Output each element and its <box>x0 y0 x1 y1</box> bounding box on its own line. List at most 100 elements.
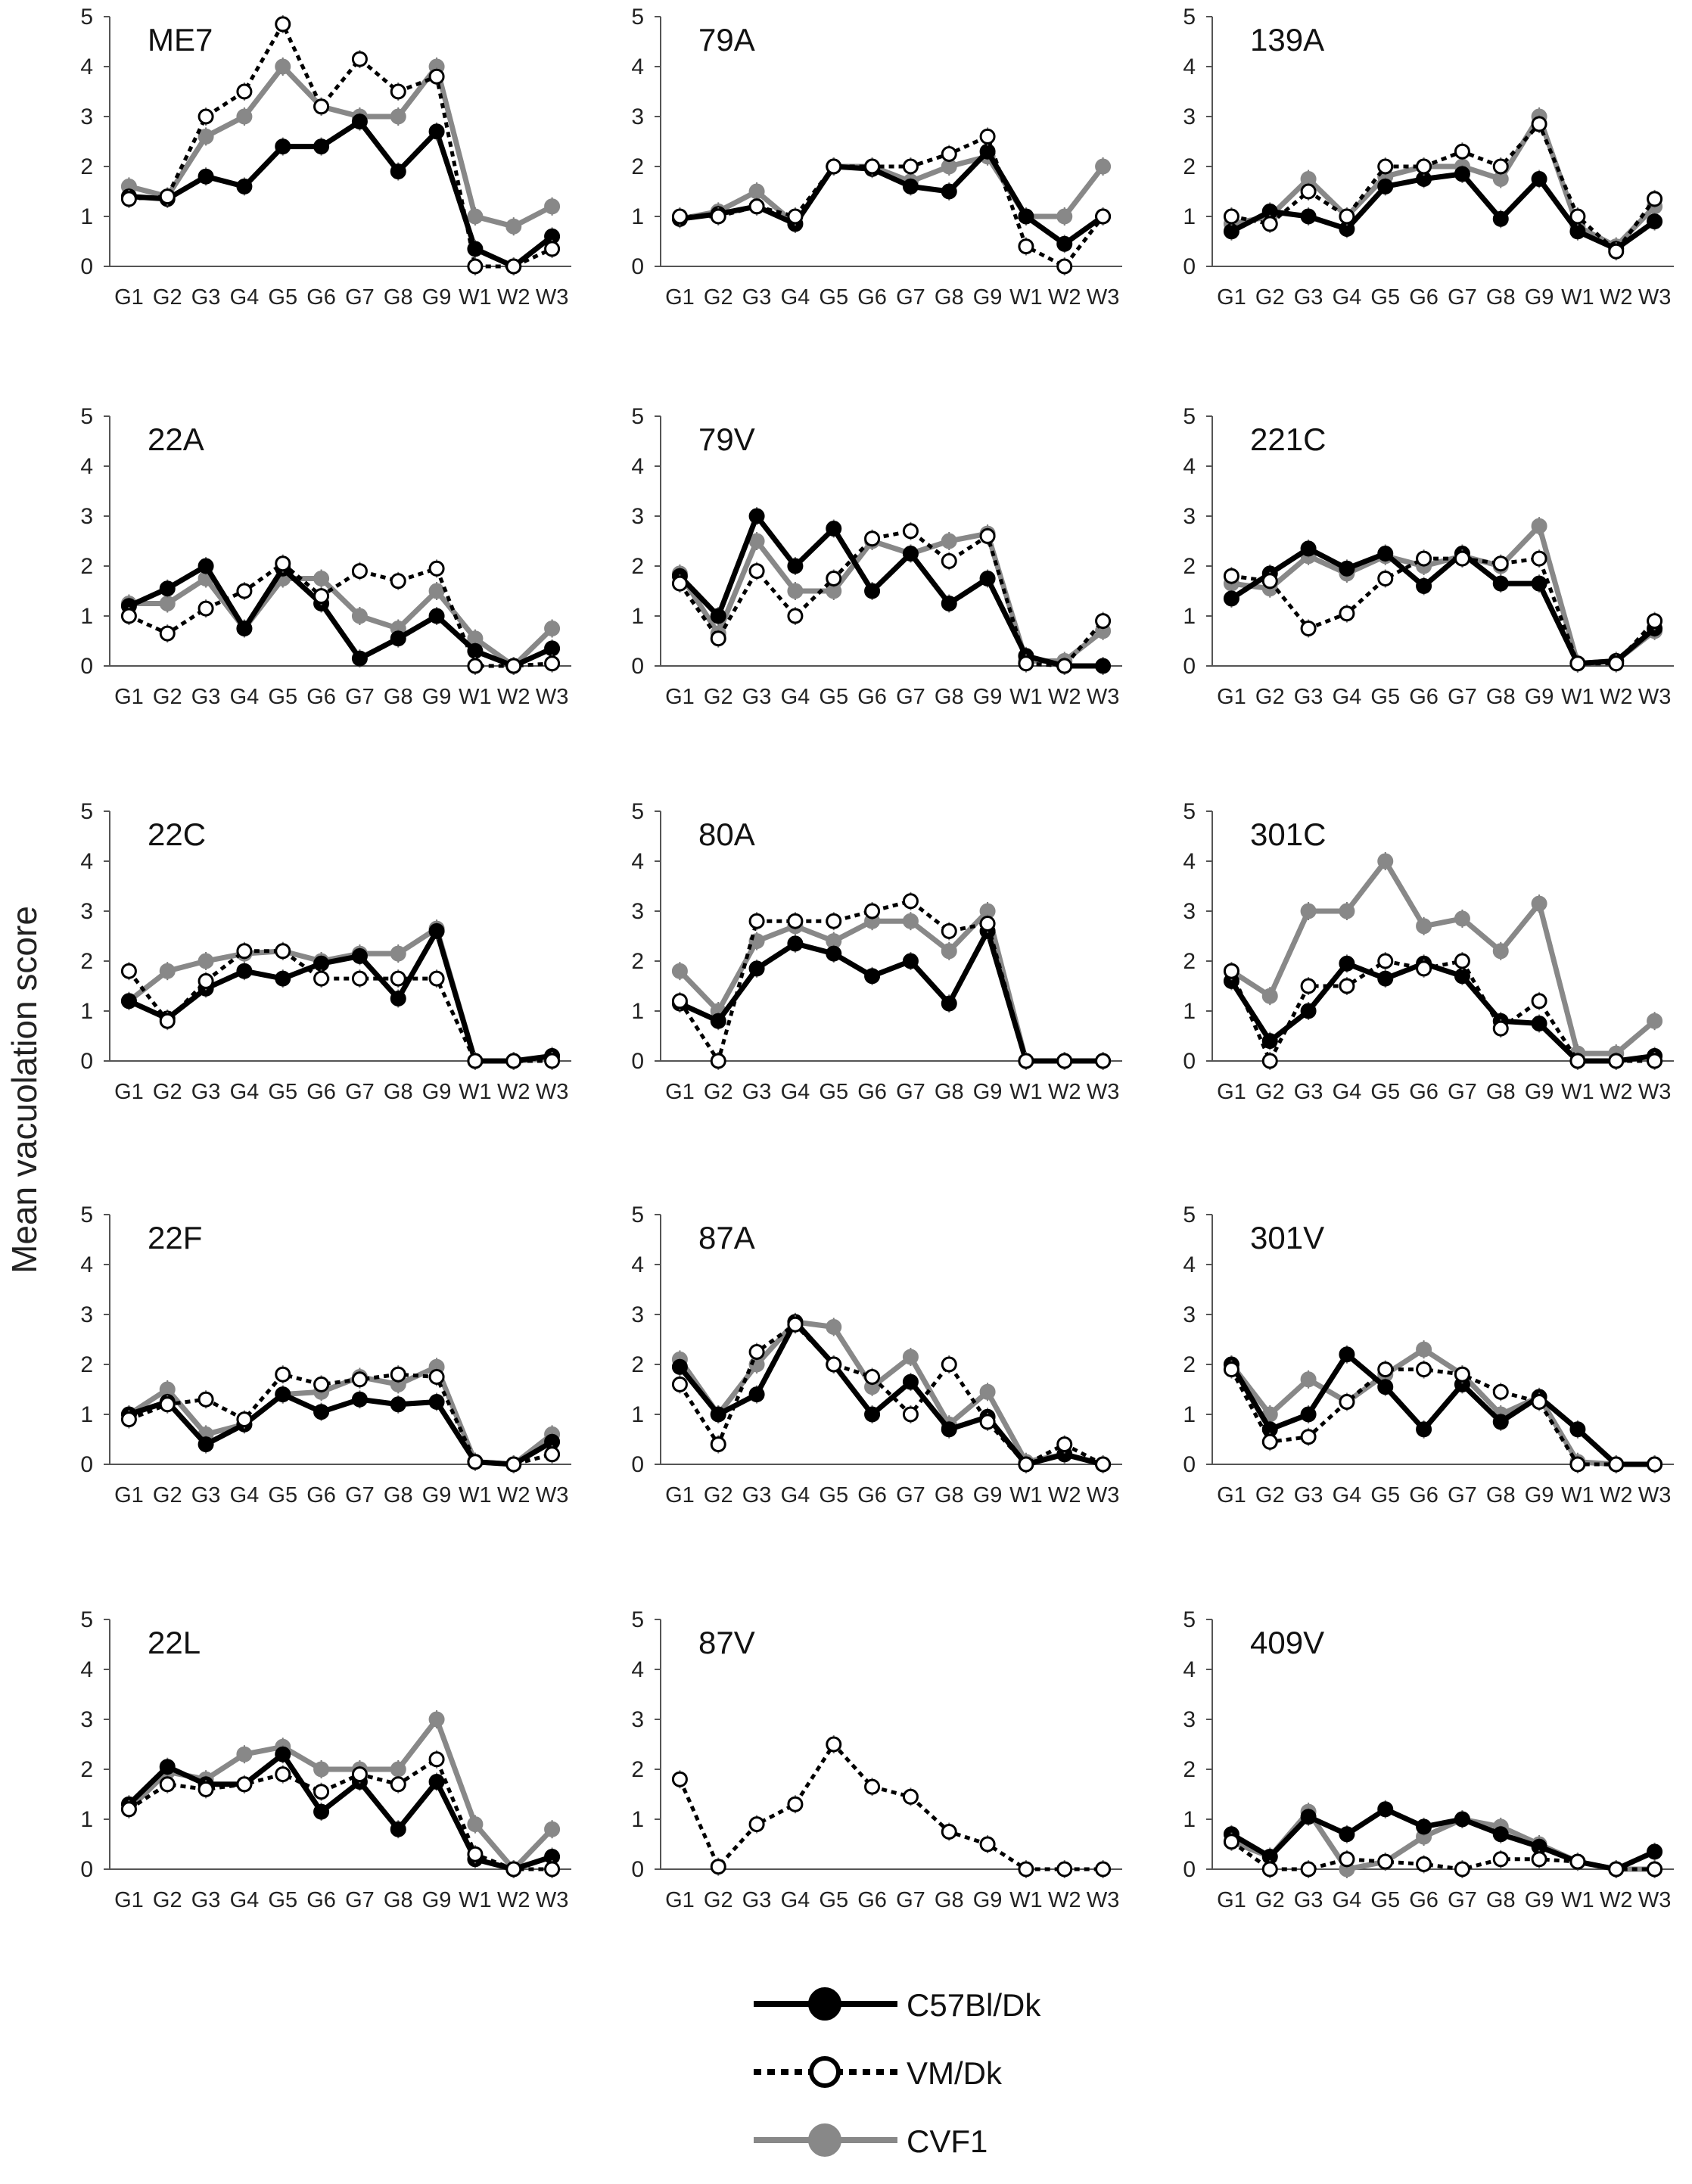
x-tick-label: G6 <box>857 1483 887 1507</box>
x-tick-label: G2 <box>1255 685 1285 709</box>
x-tick-label: W3 <box>1638 1888 1672 1912</box>
x-tick-label: W3 <box>536 285 569 310</box>
y-tick-label: 0 <box>1183 254 1196 279</box>
x-tick-label: W1 <box>1561 1483 1594 1507</box>
y-tick-label: 4 <box>80 1252 93 1277</box>
data-point <box>1223 590 1239 607</box>
data-point <box>979 1414 996 1430</box>
legend-item-c57bl: C57Bl/Dk <box>749 1981 1143 2027</box>
series-line <box>127 928 553 1064</box>
series-line <box>678 1742 1103 1871</box>
x-tick-label: G7 <box>1448 1080 1477 1104</box>
x-tick-label: G8 <box>935 685 964 709</box>
data-point <box>864 158 881 175</box>
data-point <box>941 995 957 1012</box>
data-point <box>671 208 688 225</box>
data-point <box>428 123 445 140</box>
x-tick-label: G3 <box>742 285 772 310</box>
data-point <box>1454 953 1470 969</box>
y-tick-label: 0 <box>80 1857 93 1882</box>
data-point <box>236 1746 253 1762</box>
x-tick-label: G7 <box>345 1483 375 1507</box>
series-cvf1 <box>120 58 561 236</box>
y-tick-label: 2 <box>1183 949 1196 974</box>
data-point <box>979 527 996 544</box>
y-tick-label: 3 <box>1183 1302 1196 1327</box>
data-point <box>120 1411 137 1428</box>
data-point <box>941 183 957 200</box>
panel-title: 22C <box>148 817 206 852</box>
data-point <box>390 991 406 1006</box>
x-tick-label: G2 <box>1255 1483 1285 1507</box>
data-point <box>313 98 330 115</box>
y-tick-label: 5 <box>1183 1202 1196 1227</box>
x-tick-label: G1 <box>665 685 695 709</box>
series-line <box>1230 171 1656 252</box>
data-point <box>941 1421 957 1438</box>
series-vm-dk <box>120 14 561 275</box>
x-tick-label: W3 <box>536 685 569 709</box>
data-point <box>1492 1826 1509 1843</box>
data-point <box>390 83 406 100</box>
data-point <box>1300 1429 1317 1445</box>
data-point <box>236 963 253 979</box>
data-point <box>544 655 561 672</box>
x-tick-label: G9 <box>1525 1888 1554 1912</box>
data-point <box>1569 1456 1586 1473</box>
panel-title: 87V <box>698 1625 755 1660</box>
y-tick-label: 2 <box>631 1757 644 1782</box>
data-point <box>1531 171 1547 187</box>
data-point <box>428 608 445 624</box>
x-tick-label: W2 <box>497 1483 530 1507</box>
series-c57bl-dk <box>120 112 561 275</box>
data-point <box>1416 960 1432 977</box>
data-point <box>864 1406 881 1423</box>
y-tick-label: 5 <box>1183 5 1196 30</box>
y-tick-label: 5 <box>1183 799 1196 824</box>
x-tick-label: W3 <box>1638 685 1672 709</box>
x-tick-label: G7 <box>1448 685 1477 709</box>
data-point <box>1454 550 1470 567</box>
series-line <box>129 576 555 669</box>
panel-22a: 0 1 2 3 4 5 G1 G2 G3 G4 G5 G6 G7 G8 G9 W1 W2 W3 22A <box>80 404 571 709</box>
series-line <box>127 949 552 1063</box>
x-tick-label: G5 <box>819 1483 848 1507</box>
data-point <box>275 970 291 987</box>
panel-title: 22F <box>148 1220 202 1255</box>
x-tick-label: G2 <box>153 685 182 709</box>
series-c57bl-dk <box>120 1745 561 1878</box>
data-point <box>1531 116 1547 132</box>
data-point <box>826 1319 842 1335</box>
series-line <box>1231 556 1656 666</box>
data-point <box>1261 216 1278 232</box>
data-point <box>544 1821 561 1837</box>
data-point <box>1492 555 1509 572</box>
x-tick-label: G7 <box>896 1080 925 1104</box>
y-tick-label: 3 <box>80 899 93 924</box>
x-tick-label: G1 <box>1217 685 1246 709</box>
data-point <box>159 1013 176 1029</box>
y-tick-label: 3 <box>80 104 93 129</box>
data-point <box>275 943 291 960</box>
data-point <box>787 583 804 599</box>
x-tick-label: G2 <box>704 285 733 310</box>
legend-swatch-c57bl <box>754 1987 897 2021</box>
data-point <box>1300 1406 1317 1423</box>
x-tick-label: G8 <box>1486 1888 1516 1912</box>
data-point <box>1377 853 1394 870</box>
x-tick-label: W3 <box>1087 285 1120 310</box>
data-point <box>748 1816 765 1833</box>
panel-title: 79A <box>698 22 755 58</box>
data-point <box>1056 208 1073 225</box>
data-point <box>351 947 368 964</box>
x-tick-label: G8 <box>384 285 413 310</box>
x-tick-label: G9 <box>973 1888 1003 1912</box>
data-point <box>351 608 368 624</box>
data-point <box>1300 540 1317 557</box>
panel-301v: 0 1 2 3 4 5 G1 G2 G3 G4 G5 G6 G7 G8 G9 W1 W2 W3 301V <box>1183 1202 1674 1507</box>
data-point <box>941 943 957 960</box>
series-vm-dk <box>671 891 1112 1070</box>
y-tick-label: 2 <box>80 1757 93 1782</box>
y-tick-label: 2 <box>631 154 644 179</box>
series-vm-dk <box>1223 114 1663 261</box>
